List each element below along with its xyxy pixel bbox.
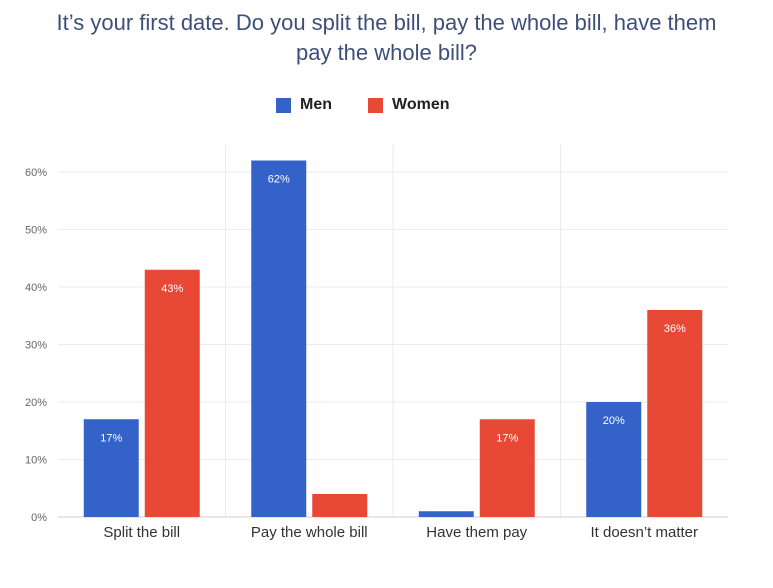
bar-men [83, 419, 139, 517]
legend-item-men: Men [276, 96, 332, 114]
chart-title: It’s your first date. Do you split the b… [56, 10, 717, 65]
legend-swatch-women [368, 97, 383, 113]
legend-label-men: Men [300, 96, 332, 113]
bar-men [586, 402, 642, 517]
x-category-label: It doesn’t matter [590, 524, 698, 541]
y-tick-label: 0% [31, 512, 47, 524]
y-tick-label: 50% [25, 225, 47, 237]
bar-women [647, 310, 703, 517]
y-tick-label: 30% [25, 340, 47, 352]
x-category-label: Split the bill [103, 524, 180, 541]
data-label: 43% [161, 283, 183, 295]
legend-item-women: Women [368, 96, 449, 114]
y-tick-label: 40% [25, 282, 47, 294]
data-label: 17% [100, 432, 122, 444]
bar-women [312, 494, 368, 517]
y-tick-label: 10% [25, 455, 47, 467]
y-tick-label: 60% [25, 167, 47, 179]
chart-legend: Men Women [276, 94, 449, 116]
x-category-label: Have them pay [426, 524, 527, 541]
data-label: 62% [268, 174, 290, 186]
data-label: 36% [664, 323, 686, 335]
x-category-label: Pay the whole bill [251, 524, 368, 541]
legend-label-women: Women [392, 96, 450, 113]
y-tick-label: 20% [25, 397, 47, 409]
bar-women [479, 419, 535, 517]
legend-swatch-men [276, 97, 291, 113]
bar-men [251, 160, 307, 517]
bar-women [144, 269, 200, 517]
data-label: 20% [603, 415, 625, 427]
bar-men [418, 511, 474, 517]
data-label: 17% [496, 432, 518, 444]
